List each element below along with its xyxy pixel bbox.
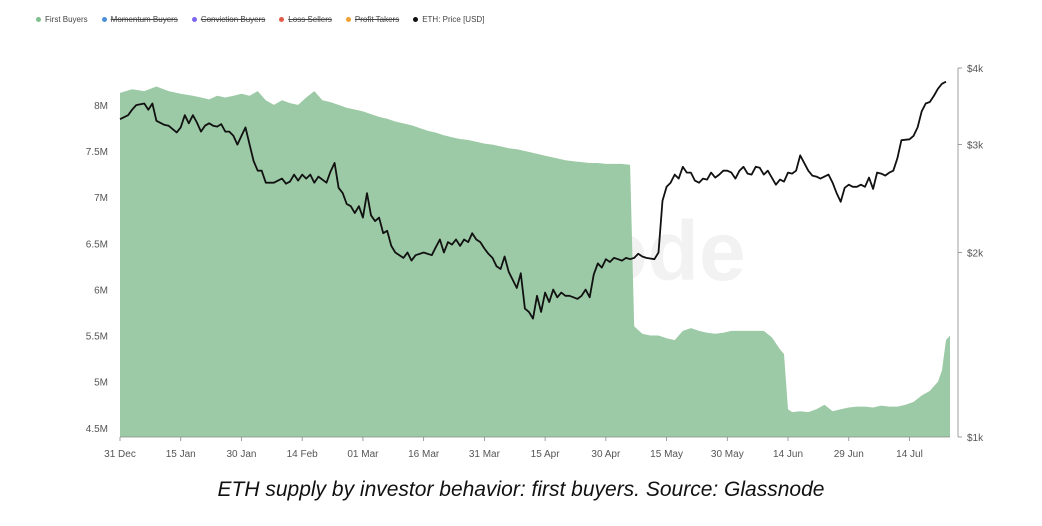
y-left-tick-label: 7M bbox=[94, 193, 108, 204]
legend-dot-icon bbox=[191, 17, 197, 22]
legend-item[interactable]: First Buyers bbox=[36, 15, 88, 24]
y-left-tick-label: 5.5M bbox=[86, 332, 108, 343]
y-left-tick-label: 7.5M bbox=[86, 147, 108, 158]
x-tick-label: 15 Apr bbox=[531, 449, 561, 460]
eth-price-line bbox=[119, 80, 947, 320]
y-left-tick-label: 5M bbox=[94, 378, 108, 389]
x-tick-label: 14 Jun bbox=[773, 449, 803, 460]
first-buyers-area bbox=[120, 86, 950, 437]
x-tick-label: 30 Jan bbox=[226, 449, 256, 460]
x-tick-label: 01 Mar bbox=[347, 449, 379, 460]
legend-label: Momentum Buyers bbox=[110, 15, 178, 24]
x-tick-label: 14 Jul bbox=[896, 449, 923, 460]
y-left-tick-label: 6M bbox=[94, 285, 108, 296]
legend-item[interactable]: Profit Takers bbox=[345, 15, 400, 24]
x-tick-label: 30 Apr bbox=[591, 449, 621, 460]
x-tick-label: 14 Feb bbox=[287, 449, 319, 460]
legend-dot-icon bbox=[279, 17, 285, 22]
legend-item[interactable]: Conviction Buyers bbox=[191, 15, 266, 24]
legend-label: First Buyers bbox=[45, 15, 88, 24]
x-tick-label: 15 May bbox=[650, 449, 683, 460]
legend-item[interactable]: Loss Sellers bbox=[279, 15, 332, 24]
y-right-tick-label: $4k bbox=[967, 64, 984, 75]
y-right-tick-label: $2k bbox=[967, 249, 984, 260]
legend-label: Profit Takers bbox=[354, 15, 400, 24]
legend-dot-icon bbox=[413, 17, 419, 22]
x-tick-label: 31 Dec bbox=[104, 449, 136, 460]
legend-dot-icon bbox=[101, 17, 107, 22]
x-tick-label: 16 Mar bbox=[408, 449, 440, 460]
legend-item[interactable]: Momentum Buyers bbox=[101, 15, 178, 24]
y-left-tick-label: 8M bbox=[94, 101, 108, 112]
x-tick-label: 29 Jun bbox=[834, 449, 864, 460]
legend-label: Loss Sellers bbox=[288, 15, 332, 24]
line-layer bbox=[119, 80, 947, 320]
legend-item[interactable]: ETH: Price [USD] bbox=[413, 15, 484, 24]
axis-layer: 31 Dec 15 Jan 30 Jan 14 Feb 01 Mar 16 Mar 31 M… bbox=[86, 64, 984, 460]
x-tick-label: 30 May bbox=[711, 449, 744, 460]
area-layer bbox=[120, 86, 950, 437]
legend-label: ETH: Price [USD] bbox=[422, 15, 485, 24]
y-right-tick-label: $3k bbox=[967, 141, 984, 152]
y-left-tick-label: 4.5M bbox=[86, 424, 108, 435]
figure-caption: ETH supply by investor behavior: first b… bbox=[217, 478, 825, 501]
x-tick-label: 31 Mar bbox=[469, 449, 501, 460]
legend-dot-icon bbox=[345, 17, 351, 22]
y-right-tick-label: $1k bbox=[967, 433, 984, 444]
legend-dot-icon bbox=[36, 17, 41, 22]
chart-legend: First Buyers Momentum Buyers Conviction Bu… bbox=[36, 15, 484, 24]
legend-label: Conviction Buyers bbox=[200, 15, 266, 24]
x-tick-label: 15 Jan bbox=[166, 449, 196, 460]
y-left-tick-label: 6.5M bbox=[86, 239, 108, 250]
